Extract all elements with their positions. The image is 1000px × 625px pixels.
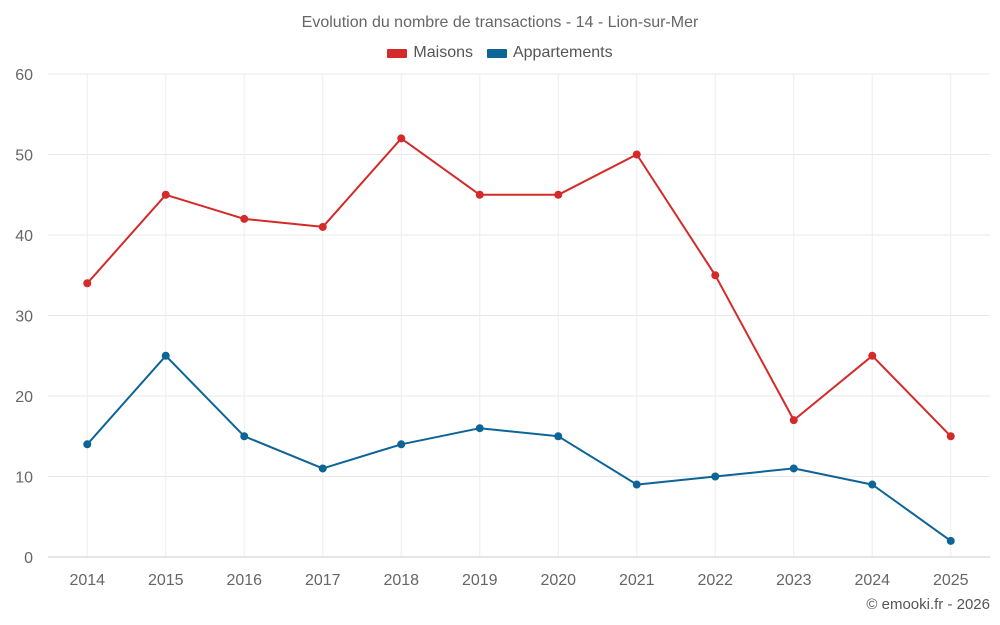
y-tick-label: 10 [15,470,33,487]
data-point-appartements [946,536,955,545]
y-tick-label: 40 [15,228,33,245]
data-point-appartements [711,472,720,481]
data-point-maisons [868,351,877,360]
y-tick-label: 60 [15,67,33,84]
data-point-maisons [711,271,720,280]
data-point-appartements [868,480,877,489]
series-line-maisons [86,137,952,437]
x-tick-label: 2018 [383,572,419,589]
legend-swatch-appartements [486,48,507,58]
series-line-appartements [86,354,952,542]
x-tick-label: 2017 [305,572,341,589]
legend-item-maisons[interactable]: Maisons [387,44,473,62]
legend-swatch-maisons [387,48,408,58]
data-point-appartements [397,440,406,449]
x-tick-label: 2014 [69,572,105,589]
credit-text: © emooki.fr - 2026 [866,596,990,613]
data-point-appartements [632,480,641,489]
data-point-maisons [632,150,641,159]
data-point-appartements [83,440,92,449]
y-tick-label: 0 [24,550,33,567]
chart-title: Evolution du nombre de transactions - 14… [301,14,699,31]
x-tick-label: 2025 [933,572,969,589]
y-tick-label: 20 [15,389,33,406]
data-point-appartements [161,351,170,360]
series [83,134,955,545]
data-point-maisons [789,416,798,425]
data-point-maisons [397,134,406,143]
legend-item-appartements[interactable]: Appartements [486,44,613,62]
axes: 0 10 20 30 40 50 60 2014 2015 2016 2017 2018 2019 202… [15,67,990,589]
data-point-maisons [475,190,484,199]
x-tick-label: 2023 [776,572,812,589]
x-tick-label: 2020 [540,572,576,589]
data-point-appartements [554,432,563,441]
data-point-maisons [83,279,92,288]
legend: Maisons Appartements [0,44,1000,62]
x-tick-label: 2024 [854,572,890,589]
data-point-maisons [946,432,955,441]
data-point-appartements [318,464,327,473]
x-tick-label: 2022 [697,572,733,589]
x-tick-label: 2021 [619,572,655,589]
data-point-maisons [318,222,327,231]
data-point-maisons [554,190,563,199]
legend-label-maisons: Maisons [413,44,473,61]
y-tick-label: 30 [15,309,33,326]
legend-label-appartements: Appartements [512,44,613,61]
x-tick-label: 2016 [226,572,262,589]
data-point-appartements [789,464,798,473]
x-tick-label: 2015 [148,572,184,589]
x-tick-label: 2019 [462,572,498,589]
grid [48,73,990,557]
data-point-maisons [161,190,170,199]
data-point-maisons [240,214,249,223]
data-point-appartements [475,424,484,433]
y-tick-label: 50 [15,148,33,165]
data-point-appartements [240,432,249,441]
